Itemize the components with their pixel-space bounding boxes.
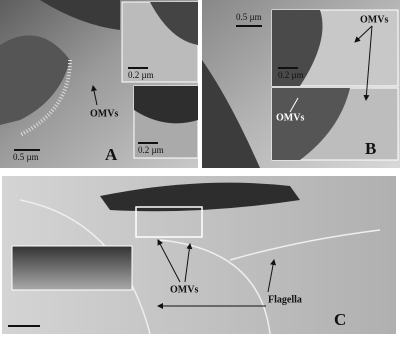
- scale-label: 0.2 µm: [138, 145, 164, 155]
- arrow: [184, 243, 193, 283]
- panel-a: 0.2 µm 0.2 µm 0.5 µm OMVs A: [0, 0, 199, 168]
- bacterium: [0, 35, 70, 125]
- annotation: OMVs: [276, 112, 304, 123]
- bacterium: [272, 88, 350, 160]
- arrow: [157, 239, 181, 283]
- annotation: OMVs: [360, 14, 388, 25]
- annotation: Flagella: [268, 294, 302, 305]
- scale-label: 0.5 µm: [13, 152, 39, 162]
- inset: [11, 245, 133, 291]
- flagella: [19, 199, 381, 335]
- scale-label: 0.2 µm: [278, 70, 304, 80]
- panel-b: 0.5 µm 0.2 µm OMVs OMVs B: [202, 0, 400, 168]
- panel-c: OMVs Flagella C: [2, 176, 396, 335]
- panel-label: A: [105, 145, 118, 164]
- annotation: OMVs: [170, 284, 198, 295]
- scale-label: 0.5 µm: [236, 12, 262, 22]
- zoom-box: [135, 206, 203, 238]
- bacterium: [134, 86, 198, 124]
- bacterium: [40, 0, 120, 30]
- panel-label: B: [365, 139, 376, 158]
- arrow: [354, 25, 373, 43]
- scale-label: 0.2 µm: [128, 70, 154, 80]
- bacterium: [150, 2, 198, 45]
- bacterium: [100, 182, 300, 212]
- annotation: OMVs: [90, 108, 118, 119]
- arrow: [289, 97, 299, 113]
- vesicles: [19, 59, 72, 137]
- arrow: [363, 25, 373, 101]
- arrow: [91, 85, 98, 106]
- arrow: [267, 259, 277, 293]
- panel-label: C: [334, 310, 346, 329]
- bacterium: [202, 60, 260, 168]
